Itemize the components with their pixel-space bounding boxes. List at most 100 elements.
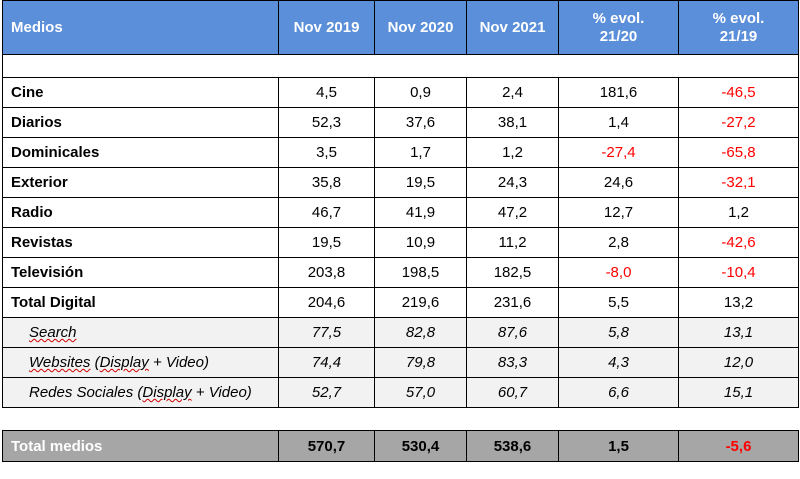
cell-2020: 19,5 xyxy=(374,167,467,198)
table-row: Televisión 203,8 198,5 182,5 -8,0 -10,4 xyxy=(2,257,799,288)
row-name: Diarios xyxy=(2,107,279,138)
cell-2019: 203,8 xyxy=(278,257,375,288)
cell-evol-21-20: 6,6 xyxy=(558,377,679,408)
cell-2019: 204,6 xyxy=(278,287,375,318)
cell-evol-21-20: -8,0 xyxy=(558,257,679,288)
table-row: Total Digital 204,6 219,6 231,6 5,5 13,2 xyxy=(2,287,799,318)
gap-cell xyxy=(2,407,799,431)
cell-evol-21-20: 12,7 xyxy=(558,197,679,228)
cell-evol-21-20: 4,3 xyxy=(558,347,679,378)
sub-row-name: Websites (Display + Video) xyxy=(2,347,279,378)
cell-2020: 41,9 xyxy=(374,197,467,228)
cell-evol-21-19: -27,2 xyxy=(678,107,799,138)
cell-2021: 87,6 xyxy=(466,317,559,348)
spacer-cell xyxy=(2,54,799,78)
table-row: Cine 4,5 0,9 2,4 181,6 -46,5 xyxy=(2,77,799,108)
cell-2019: 46,7 xyxy=(278,197,375,228)
cell-2019: 4,5 xyxy=(278,77,375,108)
cell-2021: 24,3 xyxy=(466,167,559,198)
cell-evol-21-19: 12,0 xyxy=(678,347,799,378)
row-name: Total Digital xyxy=(2,287,279,318)
cell-2019: 19,5 xyxy=(278,227,375,258)
cell-2020: 37,6 xyxy=(374,107,467,138)
sub-row-name-part: Redes Sociales xyxy=(29,384,134,401)
total-evol-21-20: 1,5 xyxy=(558,430,679,462)
sub-row-name-part: Display xyxy=(142,384,192,401)
cell-evol-21-20: 2,8 xyxy=(558,227,679,258)
cell-evol-21-20: 24,6 xyxy=(558,167,679,198)
header-medios: Medios xyxy=(2,0,279,55)
cell-2021: 83,3 xyxy=(466,347,559,378)
cell-evol-21-19: 15,1 xyxy=(678,377,799,408)
cell-evol-21-19: -65,8 xyxy=(678,137,799,168)
sub-row-name-part: ( xyxy=(133,384,143,401)
sub-row-name-part: + Video) xyxy=(191,384,252,401)
cell-2020: 57,0 xyxy=(374,377,467,408)
header-evol-21-19: % evol. 21/19 xyxy=(678,0,799,55)
sub-row-name-part: + Video) xyxy=(148,354,209,371)
header-evol-21-19-line2: 21/19 xyxy=(719,27,758,45)
total-2019: 570,7 xyxy=(278,430,375,462)
cell-2020: 198,5 xyxy=(374,257,467,288)
cell-evol-21-19: -32,1 xyxy=(678,167,799,198)
media-investment-table: Medios Nov 2019 Nov 2020 Nov 2021 % evol… xyxy=(2,0,799,462)
header-evol-21-20: % evol. 21/20 xyxy=(558,0,679,55)
cell-2019: 74,4 xyxy=(278,347,375,378)
total-2020: 530,4 xyxy=(374,430,467,462)
cell-2021: 11,2 xyxy=(466,227,559,258)
row-name: Radio xyxy=(2,197,279,228)
row-name: Exterior xyxy=(2,167,279,198)
cell-2021: 231,6 xyxy=(466,287,559,318)
gap-row xyxy=(2,407,799,431)
header-evol-21-20-line1: % evol. xyxy=(592,9,645,27)
cell-evol-21-19: -42,6 xyxy=(678,227,799,258)
cell-2019: 77,5 xyxy=(278,317,375,348)
cell-2021: 2,4 xyxy=(466,77,559,108)
cell-2020: 79,8 xyxy=(374,347,467,378)
table-row: Radio 46,7 41,9 47,2 12,7 1,2 xyxy=(2,197,799,228)
cell-evol-21-19: 1,2 xyxy=(678,197,799,228)
cell-2021: 38,1 xyxy=(466,107,559,138)
total-name: Total medios xyxy=(2,430,279,462)
header-row: Medios Nov 2019 Nov 2020 Nov 2021 % evol… xyxy=(2,0,799,55)
cell-evol-21-20: 181,6 xyxy=(558,77,679,108)
sub-row-name-part: Websites xyxy=(29,354,91,371)
cell-2021: 1,2 xyxy=(466,137,559,168)
header-nov-2020: Nov 2020 xyxy=(374,0,467,55)
sub-row: Redes Sociales (Display + Video) 52,7 57… xyxy=(2,377,799,408)
cell-2021: 60,7 xyxy=(466,377,559,408)
header-nov-2021: Nov 2021 xyxy=(466,0,559,55)
total-2021: 538,6 xyxy=(466,430,559,462)
cell-2021: 182,5 xyxy=(466,257,559,288)
cell-2020: 82,8 xyxy=(374,317,467,348)
cell-evol-21-20: 1,4 xyxy=(558,107,679,138)
sub-row-name-part: Display xyxy=(99,354,149,371)
sub-row-name-part: ( xyxy=(90,354,100,371)
row-name: Revistas xyxy=(2,227,279,258)
sub-row-name: Redes Sociales (Display + Video) xyxy=(2,377,279,408)
header-evol-21-19-line1: % evol. xyxy=(712,9,765,27)
table-row: Exterior 35,8 19,5 24,3 24,6 -32,1 xyxy=(2,167,799,198)
row-name: Dominicales xyxy=(2,137,279,168)
cell-2020: 10,9 xyxy=(374,227,467,258)
header-nov-2019: Nov 2019 xyxy=(278,0,375,55)
sub-row-name: Search xyxy=(2,317,279,348)
row-name: Cine xyxy=(2,77,279,108)
cell-evol-21-20: -27,4 xyxy=(558,137,679,168)
table-row: Dominicales 3,5 1,7 1,2 -27,4 -65,8 xyxy=(2,137,799,168)
total-row: Total medios 570,7 530,4 538,6 1,5 -5,6 xyxy=(2,430,799,462)
cell-2019: 52,7 xyxy=(278,377,375,408)
cell-evol-21-19: -10,4 xyxy=(678,257,799,288)
cell-2020: 0,9 xyxy=(374,77,467,108)
cell-2021: 47,2 xyxy=(466,197,559,228)
total-evol-21-19: -5,6 xyxy=(678,430,799,462)
cell-evol-21-19: -46,5 xyxy=(678,77,799,108)
cell-2019: 52,3 xyxy=(278,107,375,138)
sub-row: Search 77,5 82,8 87,6 5,8 13,1 xyxy=(2,317,799,348)
table-row: Revistas 19,5 10,9 11,2 2,8 -42,6 xyxy=(2,227,799,258)
sub-row-name-text: Search xyxy=(29,324,77,341)
cell-2019: 3,5 xyxy=(278,137,375,168)
cell-2020: 219,6 xyxy=(374,287,467,318)
spacer-row xyxy=(2,54,799,78)
table-row: Diarios 52,3 37,6 38,1 1,4 -27,2 xyxy=(2,107,799,138)
